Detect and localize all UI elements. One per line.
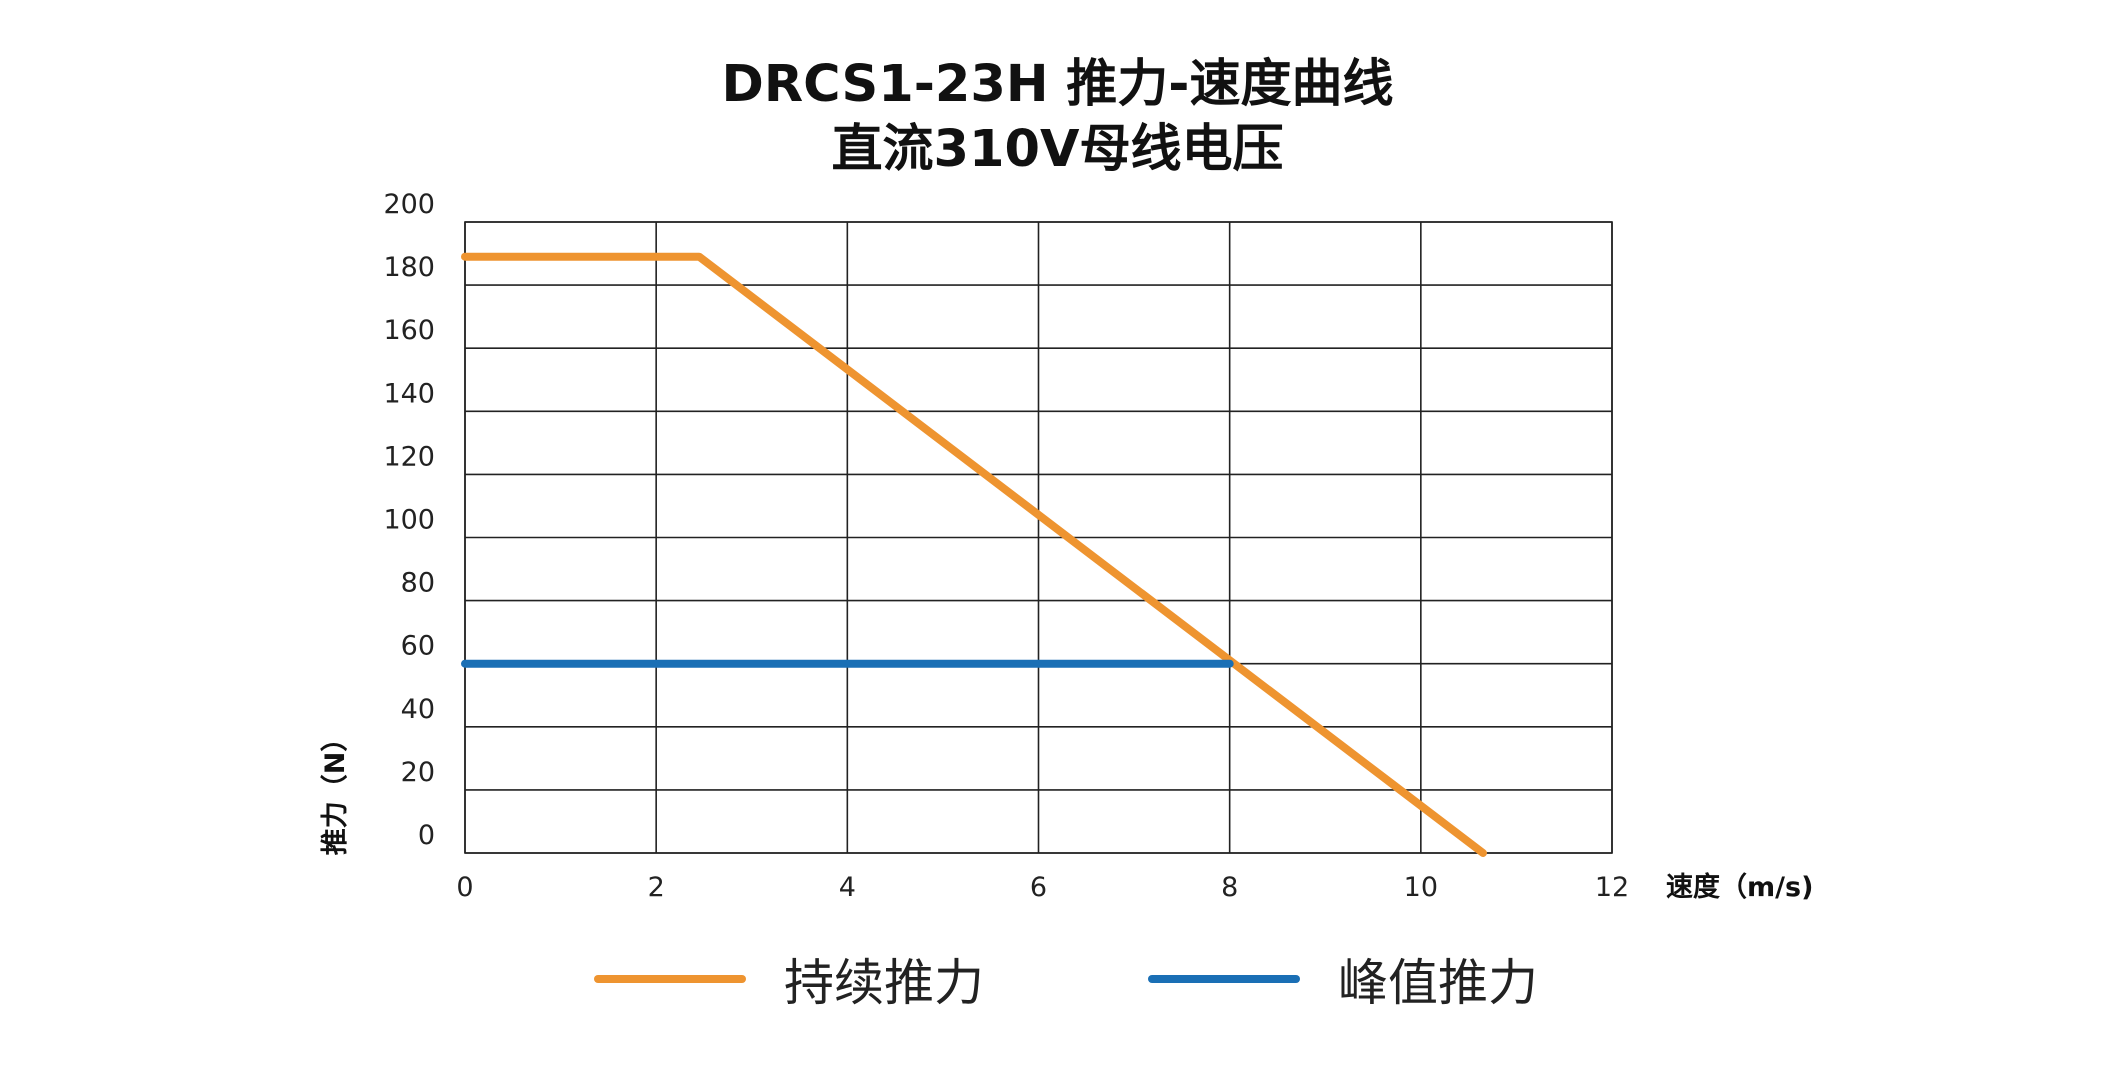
chart-legend: 持续推力 峰值推力: [0, 944, 2115, 1014]
y-tick-label: 20: [401, 757, 435, 788]
x-tick-label: 6: [1030, 872, 1047, 903]
x-tick-label: 12: [1595, 872, 1629, 903]
legend-item-peak: 峰值推力: [1148, 944, 1538, 1014]
legend-swatch-peak: [1148, 975, 1300, 983]
chart-title-block: DRCS1-23H 推力-速度曲线 直流310V母线电压: [0, 52, 2115, 182]
legend-item-continuous: 持续推力: [594, 944, 984, 1014]
x-tick-label: 2: [648, 872, 665, 903]
legend-label-peak: 峰值推力: [1338, 954, 1538, 1012]
y-axis-title: 推力（N）: [320, 725, 351, 856]
y-tick-label: 160: [383, 315, 435, 346]
x-tick-label: 8: [1221, 872, 1238, 903]
y-tick-label: 120: [383, 441, 435, 472]
y-tick-label: 40: [401, 694, 435, 725]
y-tick-label: 80: [401, 568, 435, 599]
y-tick-label: 100: [383, 505, 435, 536]
y-tick-label: 0: [418, 820, 435, 851]
x-tick-label: 0: [456, 872, 473, 903]
y-tick-label: 180: [383, 252, 435, 283]
x-tick-label: 4: [839, 872, 856, 903]
y-tick-label: 60: [401, 631, 435, 662]
x-tick-label: 10: [1404, 872, 1438, 903]
series-line-continuous: [461, 252, 1487, 857]
legend-swatch-continuous: [594, 975, 746, 983]
legend-label-continuous: 持续推力: [784, 954, 984, 1012]
chart-title: DRCS1-23H 推力-速度曲线: [721, 55, 1394, 114]
y-tick-label: 140: [383, 378, 435, 409]
x-axis-title: 速度（m/s): [1666, 871, 1813, 903]
chart-subtitle: 直流310V母线电压: [831, 120, 1284, 179]
plot-frame: [464, 221, 1613, 854]
y-tick-label: 200: [383, 189, 435, 220]
